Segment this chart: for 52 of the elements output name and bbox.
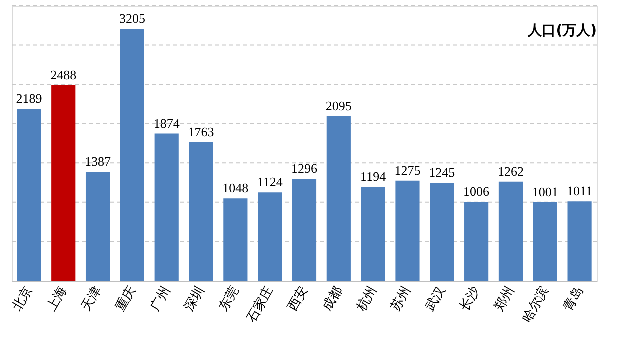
data-label: 1124: [257, 174, 284, 190]
data-label: 1763: [188, 124, 214, 140]
x-tick-label: 北京: [10, 284, 36, 314]
data-label: 1245: [429, 165, 456, 180]
bar: [52, 86, 76, 281]
data-label: 1001: [532, 184, 558, 200]
x-tick-label: 武汉: [423, 284, 450, 314]
bar: [224, 198, 248, 281]
x-tick-label: 苏州: [388, 284, 415, 314]
bar: [120, 29, 144, 281]
data-label: 2095: [326, 98, 352, 114]
bar: [154, 134, 179, 281]
bar: [292, 179, 317, 281]
bar: [533, 202, 558, 281]
x-tick-label: 重庆: [113, 284, 140, 314]
data-label: 1296: [292, 161, 318, 176]
data-label: 3205: [119, 11, 146, 26]
data-label: 1194: [360, 169, 387, 184]
bar: [189, 142, 214, 281]
bar: [326, 116, 351, 281]
x-tick-label: 哈尔滨: [518, 284, 552, 326]
x-tick-label: 成都: [320, 284, 346, 314]
bar: [17, 109, 42, 281]
bar: [498, 182, 524, 281]
data-label: 1006: [464, 184, 490, 199]
bar: [361, 187, 386, 281]
data-label: 2488: [50, 68, 77, 83]
x-tick-label: 石家庄: [244, 284, 278, 326]
data-label: 1262: [498, 164, 524, 179]
x-tick-label: 上海: [44, 284, 71, 314]
bar: [258, 192, 282, 281]
x-tick-label: 长沙: [457, 284, 484, 314]
data-label: 1048: [222, 180, 249, 196]
bar: [396, 180, 420, 281]
x-tick-label: 广州: [148, 284, 174, 314]
x-tick-label: 天津: [78, 284, 105, 314]
data-label: 2189: [16, 91, 42, 106]
bar: [86, 172, 110, 281]
data-label: 1874: [154, 116, 180, 131]
bar: [430, 183, 454, 281]
bar: [568, 202, 592, 281]
annotation: 人口(万人): [527, 23, 597, 39]
x-tick-label: 青岛: [560, 284, 587, 314]
bar: [464, 202, 489, 281]
x-tick-label: 郑州: [492, 284, 518, 314]
data-label: 1387: [85, 154, 112, 170]
x-tick-label: 东莞: [216, 284, 243, 314]
x-tick-label: 西安: [284, 284, 312, 314]
x-tick-label: 深圳: [182, 284, 208, 314]
data-label: 1011: [567, 184, 593, 199]
x-tick-label: 杭州: [354, 284, 380, 315]
data-label: 1275: [394, 162, 421, 178]
